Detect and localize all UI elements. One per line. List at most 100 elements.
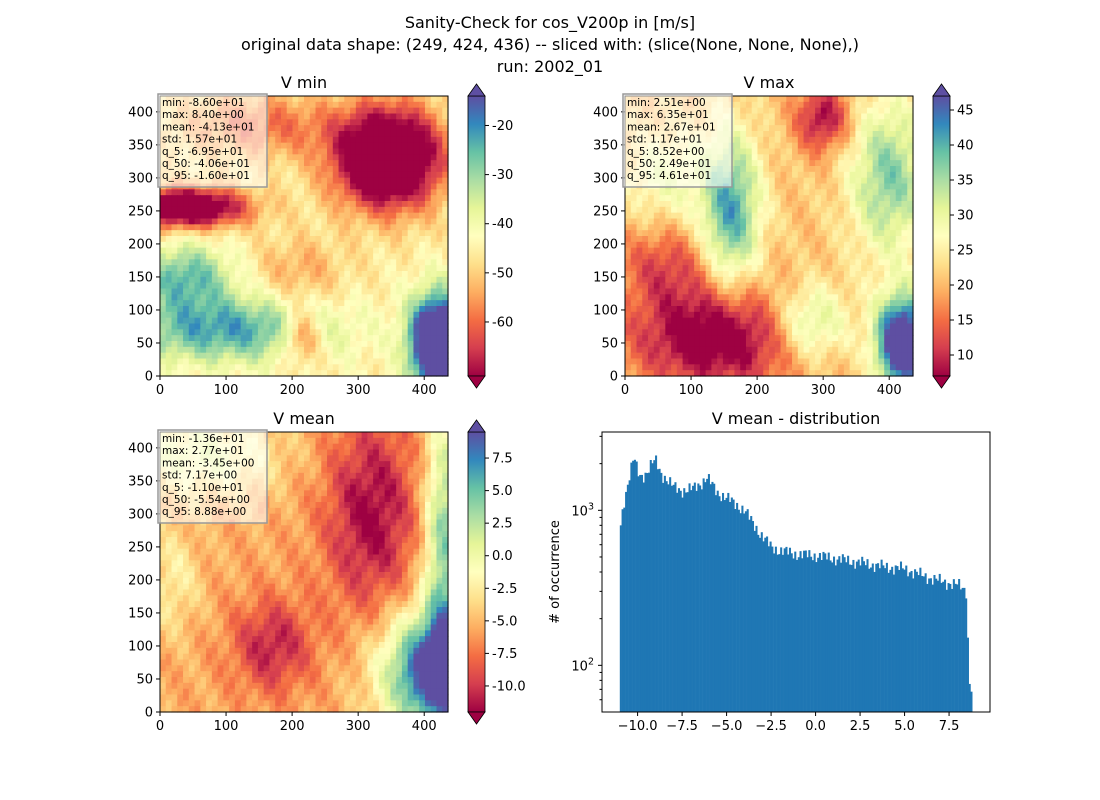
heatmap-cell <box>390 253 397 260</box>
heatmap-cell <box>763 271 770 278</box>
heatmap-cell <box>361 183 368 190</box>
heatmap-cell <box>269 171 276 179</box>
heatmap-cell <box>832 364 839 371</box>
heatmap-cell <box>884 131 891 138</box>
heatmap-cell <box>355 166 363 173</box>
heatmap-cell <box>676 294 684 301</box>
heatmap-cell <box>413 195 420 202</box>
heatmap-cell <box>344 101 351 109</box>
heatmap-cell <box>901 131 908 138</box>
heatmap-cell <box>676 341 684 348</box>
heatmap-cell <box>315 101 322 109</box>
heatmap-cell <box>734 247 741 255</box>
heatmap-cell <box>786 265 793 272</box>
heatmap-cell <box>694 253 701 260</box>
heatmap-cell <box>826 247 833 255</box>
colorbar-bar <box>467 95 486 377</box>
heatmap-cell <box>659 352 666 360</box>
heatmap-cell <box>327 276 334 284</box>
heatmap-cell <box>275 317 282 325</box>
heatmap-cell <box>838 224 845 231</box>
heatmap-cell <box>217 311 224 319</box>
heatmap-cell <box>734 259 741 266</box>
heatmap-cell <box>751 224 759 231</box>
heatmap-cell <box>160 212 167 220</box>
heatmap-cell <box>751 346 759 354</box>
heatmap-cell <box>889 236 897 243</box>
heatmap-cell <box>659 300 666 307</box>
heatmap-cell <box>419 136 426 144</box>
heatmap-cell <box>257 195 265 202</box>
heatmap-cell <box>722 206 730 214</box>
heatmap-cell <box>740 206 747 214</box>
heatmap-cell <box>304 276 311 284</box>
heatmap-cell <box>671 346 678 354</box>
heatmap-cell <box>407 101 415 109</box>
heatmap-cell <box>298 317 305 325</box>
heatmap-cell <box>401 136 409 144</box>
heatmap-cell <box>378 282 386 290</box>
heatmap-cell <box>792 113 799 120</box>
heatmap-cell <box>861 259 868 266</box>
heatmap-cell <box>373 131 380 138</box>
heatmap-cell <box>734 136 741 144</box>
colorbar-tick-label: 35 <box>957 174 974 189</box>
heatmap-cell <box>786 317 793 325</box>
heatmap-cell <box>309 206 317 214</box>
heatmap-cell <box>872 148 880 155</box>
heatmap-cell <box>866 96 874 103</box>
heatmap-cell <box>884 183 891 190</box>
heatmap-cell <box>792 335 799 342</box>
heatmap-cell <box>861 346 868 354</box>
heatmap-cell <box>171 236 178 243</box>
heatmap-cell <box>367 276 374 284</box>
heatmap-cell <box>884 218 891 225</box>
heatmap-cell <box>223 276 230 284</box>
heatmap-cell <box>171 241 178 249</box>
heatmap-cell <box>780 241 787 249</box>
heatmap-cell <box>636 294 643 301</box>
heatmap-cell <box>413 119 420 126</box>
heatmap-cell <box>740 125 747 132</box>
heatmap-cell <box>396 177 403 185</box>
heatmap-cell <box>659 224 666 231</box>
heatmap-cell <box>430 236 438 243</box>
heatmap-cell <box>401 341 409 348</box>
heatmap-cell <box>711 206 718 214</box>
heatmap-cell <box>861 131 868 138</box>
heatmap-cell <box>171 358 178 365</box>
heatmap-cell <box>327 131 334 138</box>
heatmap-cell <box>263 341 271 348</box>
heatmap-cell <box>895 236 903 243</box>
heatmap-cell <box>745 160 753 167</box>
heatmap-cell <box>269 358 276 365</box>
heatmap-cell <box>373 148 380 155</box>
heatmap-cell <box>321 119 328 126</box>
heatmap-cell <box>774 346 782 354</box>
heatmap-cell <box>361 166 368 173</box>
heatmap-cell <box>745 341 753 348</box>
heatmap-cell <box>211 201 219 208</box>
heatmap-cell <box>229 206 236 214</box>
heatmap-cell <box>384 189 391 196</box>
heatmap-cell <box>269 335 276 342</box>
heatmap-cell <box>884 96 891 103</box>
heatmap-cell <box>636 201 643 208</box>
heatmap-cell <box>688 206 695 214</box>
heatmap-cell <box>884 317 891 325</box>
heatmap-cell <box>711 288 718 295</box>
heatmap-cell <box>338 294 345 301</box>
heatmap-cell <box>269 352 276 360</box>
heatmap-cell <box>705 346 712 354</box>
heatmap-cell <box>390 107 397 115</box>
heatmap-cell <box>361 311 368 319</box>
heatmap-cell <box>350 306 357 313</box>
heatmap-cell <box>292 230 299 237</box>
heatmap-cell <box>763 282 770 290</box>
heatmap-cell <box>367 259 374 266</box>
heatmap-cell <box>286 317 294 325</box>
heatmap-cell <box>217 241 224 249</box>
heatmap-cell <box>424 432 432 439</box>
heatmap-cell <box>390 136 397 144</box>
heatmap-cell <box>780 107 787 115</box>
